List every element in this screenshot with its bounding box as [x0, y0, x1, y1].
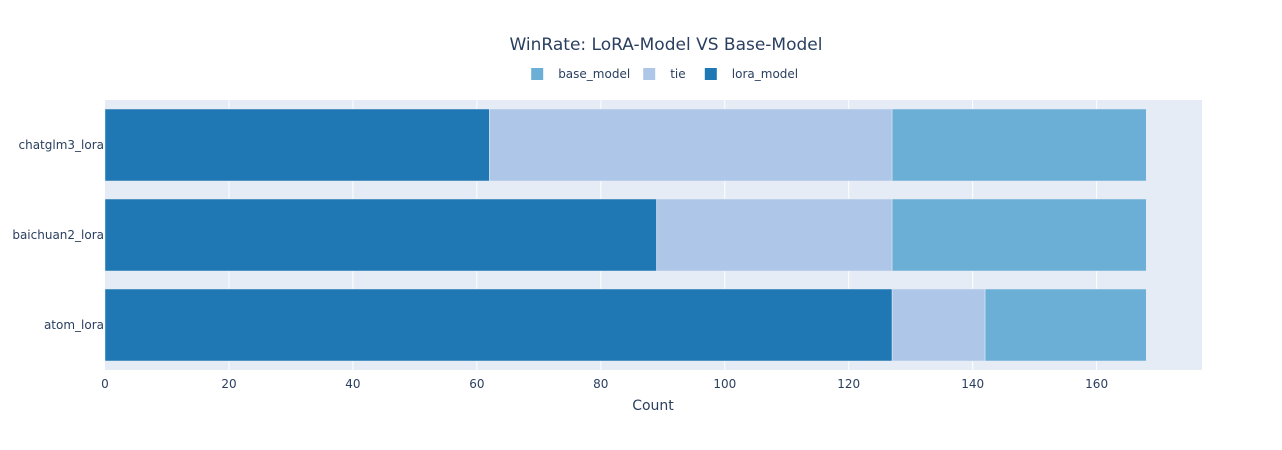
legend-label: base_model	[558, 67, 630, 81]
x-tick-label: 0	[101, 377, 109, 391]
x-tick-label: 40	[345, 377, 360, 391]
y-axis-ticks: atom_lora baichuan2_lora chatglm3_lora	[12, 138, 104, 332]
legend-label: lora_model	[732, 67, 798, 81]
bar-lora_model-atom_lora[interactable]	[104, 288, 893, 362]
legend-swatch	[704, 68, 717, 80]
bar-base_model-chatglm3_lora[interactable]	[891, 108, 1147, 182]
x-axis-ticks: 0 20 40 60 80 100 120 140 160	[101, 377, 1108, 391]
x-tick-label: 100	[713, 377, 736, 391]
x-tick-label: 160	[1085, 377, 1108, 391]
chart-title: WinRate: LoRA-Model VS Base-Model	[510, 35, 823, 55]
x-tick-label: 80	[593, 377, 608, 391]
x-tick-label: 140	[961, 377, 984, 391]
x-tick-label: 120	[837, 377, 860, 391]
bar-tie-baichuan2_lora[interactable]	[656, 198, 893, 272]
legend-label: tie	[670, 67, 685, 81]
bar-tie-chatglm3_lora[interactable]	[489, 108, 893, 182]
legend-item-base_model[interactable]: base_model	[531, 67, 630, 81]
bar-tie-atom_lora[interactable]	[891, 288, 986, 362]
legend-swatch	[643, 68, 656, 80]
y-tick-label: chatglm3_lora	[19, 138, 105, 152]
bar-lora_model-chatglm3_lora[interactable]	[104, 108, 490, 182]
y-tick-label: baichuan2_lora	[12, 228, 104, 242]
x-tick-label: 20	[221, 377, 236, 391]
bar-base_model-baichuan2_lora[interactable]	[891, 198, 1147, 272]
legend[interactable]: base_model tie lora_model	[531, 67, 798, 81]
x-tick-label: 60	[469, 377, 484, 391]
bars	[104, 108, 1147, 362]
legend-item-tie[interactable]: tie	[643, 67, 686, 81]
legend-swatch	[531, 68, 544, 80]
bar-base_model-atom_lora[interactable]	[984, 288, 1147, 362]
y-tick-label: atom_lora	[44, 318, 104, 332]
legend-item-lora_model[interactable]: lora_model	[704, 67, 798, 81]
x-axis-title: Count	[632, 398, 674, 414]
bar-lora_model-baichuan2_lora[interactable]	[104, 198, 657, 272]
